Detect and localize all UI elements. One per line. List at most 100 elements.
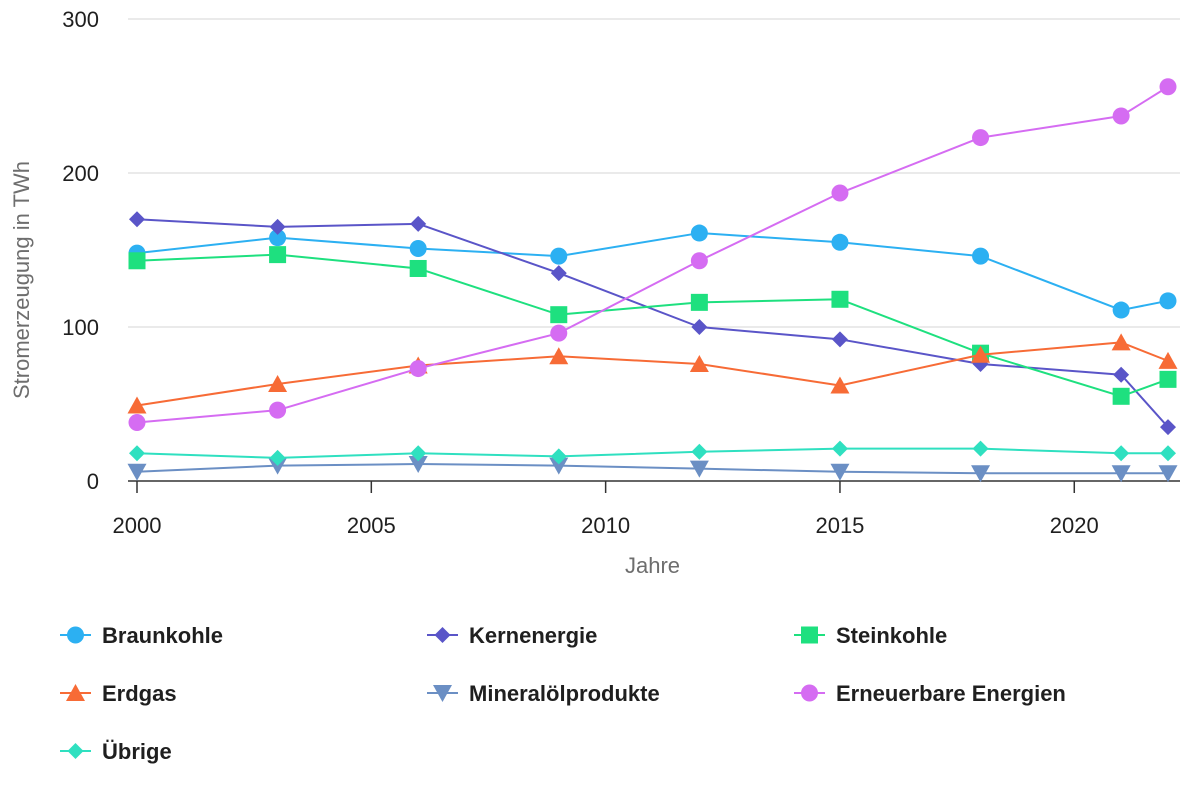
data-point-marker (409, 259, 427, 277)
series-erdgas (127, 333, 1178, 414)
data-point-marker (1111, 333, 1131, 351)
data-point-marker (550, 306, 568, 324)
data-point-marker (1160, 445, 1176, 462)
data-point-marker (971, 465, 991, 483)
data-point-marker (550, 448, 567, 465)
data-point-marker (1158, 351, 1178, 369)
data-point-marker (972, 247, 990, 265)
series--brige (129, 440, 1176, 466)
x-tick-label: 2000 (113, 513, 162, 538)
data-point-marker (269, 246, 287, 264)
data-point-marker (550, 265, 567, 282)
data-point-marker (269, 229, 287, 247)
data-point-marker (127, 463, 147, 481)
data-point-marker (550, 247, 568, 265)
data-point-marker (1112, 107, 1130, 125)
data-point-marker (268, 374, 288, 392)
x-tick-label: 2010 (581, 513, 630, 538)
legend-label: Übrige (102, 739, 172, 764)
y-axis-title: Stromerzeugung in TWh (9, 161, 34, 399)
data-point-marker (1112, 301, 1130, 319)
data-point-marker (409, 239, 427, 257)
data-point-marker (690, 224, 708, 242)
data-point-marker (972, 129, 990, 147)
legend-label: Erdgas (102, 681, 177, 706)
series-line (136, 218, 1169, 428)
data-point-marker (129, 211, 145, 228)
data-point-marker (971, 345, 991, 363)
legend-marker (801, 626, 818, 644)
data-point-marker (830, 376, 850, 394)
legend-marker (801, 684, 818, 702)
data-point-marker (690, 293, 708, 311)
x-tick-label: 2015 (815, 513, 864, 538)
series-line (136, 253, 1169, 398)
data-point-marker (1159, 292, 1177, 310)
y-tick-label: 200 (62, 161, 99, 186)
legend-item[interactable]: Erdgas (60, 681, 177, 706)
legend-item[interactable]: Steinkohle (794, 623, 947, 648)
series-braunkohle (128, 224, 1177, 319)
data-point-marker (689, 460, 709, 478)
data-point-marker (269, 449, 286, 466)
data-point-marker (1113, 445, 1130, 462)
legend-item[interactable]: Mineralölprodukte (427, 681, 660, 706)
legend-label: Braunkohle (102, 623, 223, 648)
series-erneuerbare-energien (128, 78, 1177, 431)
series-line (136, 341, 1169, 407)
data-point-marker (831, 440, 848, 457)
legend-label: Erneuerbare Energien (836, 681, 1066, 706)
series-line (136, 447, 1168, 459)
data-point-marker (831, 184, 849, 202)
data-point-marker (972, 440, 989, 457)
data-point-marker (128, 413, 146, 431)
legend-label: Kernenergie (469, 623, 597, 648)
data-point-marker (268, 457, 288, 475)
legend-marker (67, 743, 84, 759)
data-point-marker (127, 396, 147, 414)
data-point-marker (830, 463, 850, 481)
data-point-marker (1159, 78, 1177, 96)
data-point-marker (409, 360, 427, 378)
data-point-marker (1111, 465, 1131, 483)
data-point-marker (410, 215, 427, 232)
series-line (136, 463, 1168, 475)
legend-item[interactable]: Braunkohle (60, 623, 223, 648)
data-point-marker (129, 445, 145, 462)
grid-lines (128, 18, 1180, 328)
legend-item[interactable]: Erneuerbare Energien (794, 681, 1066, 706)
data-point-marker (1112, 387, 1130, 405)
x-tick-label: 2005 (347, 513, 396, 538)
data-point-marker (689, 354, 709, 372)
series-mineral-lprodukte (127, 456, 1178, 483)
axes: 0 100 200 300 2000 2005 2010 2015 2020 Jahre Strom… (9, 7, 1180, 578)
x-tick-label: 2020 (1050, 513, 1099, 538)
data-point-marker (269, 401, 287, 419)
data-point-marker (1158, 465, 1178, 483)
data-point-marker (831, 331, 848, 348)
data-point-marker (549, 347, 569, 365)
series-kernenergie (129, 211, 1176, 436)
data-point-marker (1159, 370, 1177, 388)
legend-item[interactable]: Übrige (60, 739, 172, 764)
data-point-marker (128, 252, 146, 270)
legend-item[interactable]: Kernenergie (427, 623, 597, 648)
y-tick-label: 0 (87, 469, 99, 494)
data-point-marker (550, 324, 568, 342)
series-line (136, 85, 1169, 424)
legend-marker (434, 627, 451, 643)
series-steinkohle (128, 246, 1177, 405)
legend-marker (433, 685, 452, 702)
x-axis-title: Jahre (625, 553, 680, 578)
data-point-marker (269, 218, 286, 235)
legend-marker (66, 684, 85, 701)
data-point-marker (831, 233, 849, 251)
data-point-marker (691, 443, 708, 460)
series-line (136, 232, 1169, 312)
legend-label: Steinkohle (836, 623, 947, 648)
y-tick-label: 300 (62, 7, 99, 32)
series-lines (127, 78, 1178, 483)
data-point-marker (549, 457, 569, 475)
